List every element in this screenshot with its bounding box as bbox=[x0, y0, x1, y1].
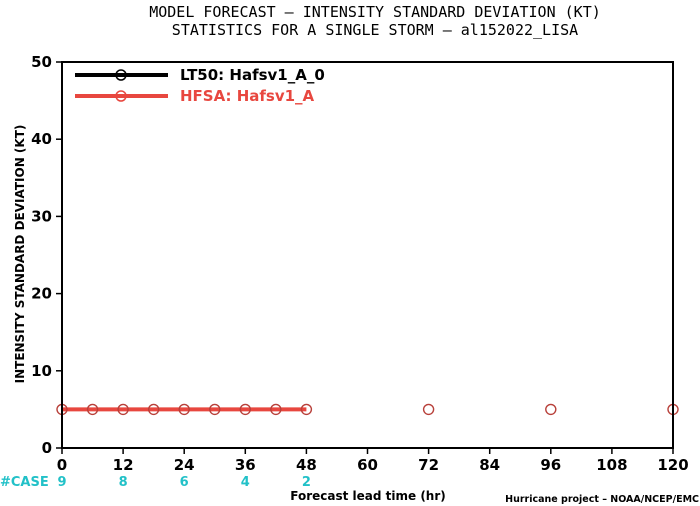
data-point bbox=[270, 403, 282, 416]
x-tick-label: 72 bbox=[418, 456, 439, 474]
y-tick-label: 20 bbox=[31, 285, 52, 303]
data-point bbox=[147, 403, 160, 416]
data-point bbox=[178, 403, 190, 416]
legend-swatch-marker bbox=[115, 90, 127, 102]
legend-label-lt50: LT50: Hafsv1_A_0 bbox=[180, 66, 325, 84]
data-point bbox=[117, 403, 129, 416]
series-layer bbox=[56, 403, 679, 416]
chart-subtitle: STATISTICS FOR A SINGLE STORM – al152022… bbox=[172, 21, 578, 39]
y-tick-labels: 0 10 20 30 40 50 bbox=[31, 53, 52, 457]
case-count: 8 bbox=[119, 475, 128, 490]
x-tick-label: 96 bbox=[540, 456, 561, 474]
x-tick-label: 120 bbox=[657, 456, 688, 474]
x-tick-label: 48 bbox=[296, 456, 317, 474]
credit-text: Hurricane project – NOAA/NCEP/EMC bbox=[505, 494, 699, 505]
case-count: 2 bbox=[302, 475, 311, 490]
chart-title: MODEL FORECAST – INTENSITY STANDARD DEVI… bbox=[149, 3, 601, 21]
data-point bbox=[300, 403, 313, 416]
legend: LT50: Hafsv1_A_0 HFSA: Hafsv1_A bbox=[75, 66, 325, 105]
x-tick-label: 24 bbox=[174, 456, 195, 474]
x-axis-label: Forecast lead time (hr) bbox=[290, 489, 446, 503]
y-tick-label: 40 bbox=[31, 130, 52, 148]
data-point bbox=[545, 403, 557, 416]
case-counts: 9 8 6 4 2 bbox=[57, 475, 310, 490]
case-count: 6 bbox=[180, 475, 189, 490]
tick-marks bbox=[56, 61, 674, 454]
plot-frame bbox=[61, 61, 674, 449]
data-point bbox=[422, 403, 435, 416]
y-tick-label: 50 bbox=[31, 53, 52, 71]
case-count: 9 bbox=[57, 475, 66, 490]
x-tick-label: 84 bbox=[479, 456, 500, 474]
x-tick-labels: 0 12 24 36 48 60 72 84 96 108 120 bbox=[57, 456, 689, 474]
legend-label-hfsa: HFSA: Hafsv1_A bbox=[180, 87, 315, 105]
x-tick-label: 60 bbox=[357, 456, 378, 474]
legend-swatch-marker bbox=[115, 69, 127, 81]
y-tick-label: 30 bbox=[31, 207, 52, 225]
y-tick-label: 0 bbox=[42, 439, 52, 457]
legend-entry-lt50: LT50: Hafsv1_A_0 bbox=[75, 66, 325, 84]
y-tick-label: 10 bbox=[31, 362, 52, 380]
data-point bbox=[239, 403, 252, 416]
x-tick-label: 36 bbox=[235, 456, 256, 474]
x-tick-label: 0 bbox=[57, 456, 67, 474]
case-label: #CASE bbox=[0, 475, 49, 490]
x-tick-label: 12 bbox=[113, 456, 134, 474]
legend-entry-hfsa: HFSA: Hafsv1_A bbox=[75, 87, 315, 105]
series-1 bbox=[56, 403, 679, 416]
x-tick-label: 108 bbox=[596, 456, 627, 474]
data-point bbox=[209, 403, 221, 416]
case-count: 4 bbox=[241, 475, 250, 490]
data-point bbox=[86, 403, 99, 416]
y-axis-label: INTENSITY STANDARD DEVIATION (KT) bbox=[13, 125, 27, 384]
